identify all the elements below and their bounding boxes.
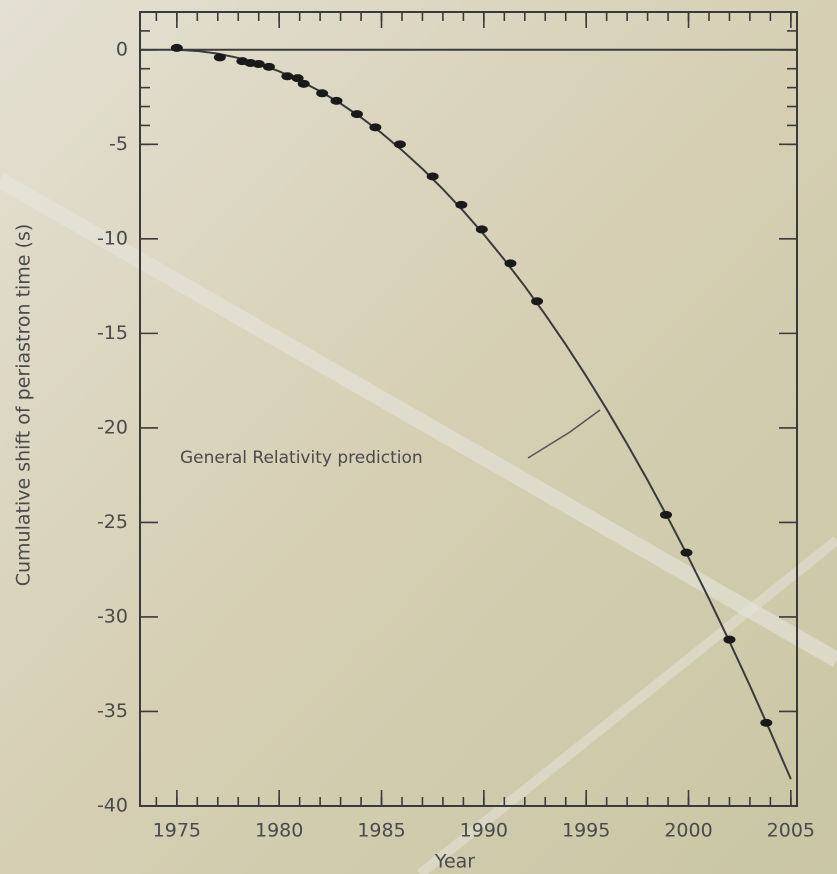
data-point bbox=[531, 297, 543, 305]
y-tick-label: -10 bbox=[97, 227, 128, 249]
data-point bbox=[369, 123, 381, 131]
annotation: General Relativity prediction bbox=[180, 448, 423, 468]
data-point bbox=[680, 549, 692, 557]
data-point bbox=[298, 80, 310, 88]
x-tick-label: 1990 bbox=[460, 820, 508, 842]
data-point bbox=[316, 89, 328, 97]
y-tick-label: -20 bbox=[97, 416, 128, 438]
data-point bbox=[723, 636, 735, 644]
y-tick-label: -40 bbox=[97, 795, 128, 817]
data-point bbox=[427, 172, 439, 180]
y-tick-label: 0 bbox=[116, 38, 128, 60]
data-point bbox=[504, 259, 516, 267]
data-point bbox=[760, 719, 772, 727]
x-tick-label: 1985 bbox=[357, 820, 405, 842]
y-axis-label: Cumulative shift of periastron time (s) bbox=[13, 224, 35, 587]
x-tick-label: 2005 bbox=[767, 820, 815, 842]
data-point bbox=[394, 140, 406, 148]
data-point bbox=[281, 72, 293, 80]
data-point bbox=[476, 225, 488, 233]
data-point bbox=[171, 44, 183, 52]
data-point bbox=[263, 63, 275, 71]
data-point bbox=[330, 97, 342, 105]
y-tick-label: -30 bbox=[97, 605, 128, 627]
x-tick-label: 2000 bbox=[664, 820, 712, 842]
data-point bbox=[253, 60, 265, 68]
x-tick-label: 1980 bbox=[255, 820, 303, 842]
data-point bbox=[351, 110, 363, 118]
x-tick-label: 1975 bbox=[153, 820, 201, 842]
y-tick-label: -15 bbox=[97, 322, 128, 344]
chart: 1975 1980 1985 1990 1995 2000 2005 0 -5 -10 -15 -20… bbox=[0, 0, 837, 874]
data-point bbox=[214, 53, 226, 61]
data-point bbox=[660, 511, 672, 519]
x-axis-label: Year bbox=[434, 851, 475, 873]
y-tick-label: -25 bbox=[97, 511, 128, 533]
y-tick-label: -35 bbox=[97, 700, 128, 722]
data-point bbox=[455, 201, 467, 209]
y-tick-label: -5 bbox=[109, 133, 128, 155]
x-tick-label: 1995 bbox=[562, 820, 610, 842]
